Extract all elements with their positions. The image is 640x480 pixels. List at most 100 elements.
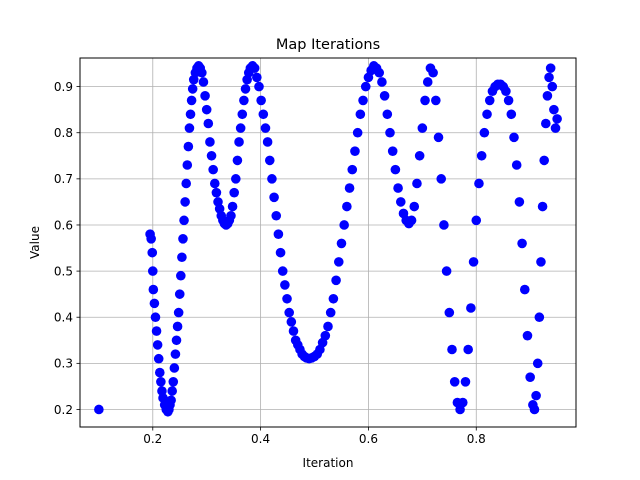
data-point <box>525 372 535 382</box>
data-point <box>471 215 482 226</box>
data-point <box>333 257 344 267</box>
data-point <box>460 376 471 387</box>
data-point <box>172 321 183 332</box>
data-point <box>185 109 196 120</box>
data-point <box>150 312 161 323</box>
data-point <box>169 363 180 373</box>
data-point <box>420 95 430 106</box>
data-point <box>264 155 275 166</box>
data-point <box>503 95 514 106</box>
data-point <box>352 127 363 138</box>
data-point <box>226 210 236 221</box>
data-point <box>288 326 299 336</box>
data-point <box>197 67 207 78</box>
data-point <box>231 174 241 184</box>
data-point <box>184 123 195 133</box>
data-point <box>275 247 286 258</box>
data-point <box>374 67 385 78</box>
data-point <box>519 284 530 295</box>
data-point <box>234 137 244 147</box>
data-point <box>387 146 398 156</box>
data-point <box>385 127 395 138</box>
data-point <box>147 266 158 276</box>
data-point <box>441 266 452 276</box>
data-point <box>258 109 269 120</box>
data-point <box>232 155 243 166</box>
data-point <box>94 404 104 415</box>
y-tick-label: 0.3 <box>54 357 73 371</box>
data-point <box>282 293 292 304</box>
y-axis: 0.2 0.3 0.4 0.5 0.6 0.7 0.8 0.9 <box>54 80 80 417</box>
data-point <box>436 174 447 184</box>
y-tick-label: 0.4 <box>54 311 73 325</box>
data-point <box>377 77 387 87</box>
data-point <box>531 390 541 401</box>
data-point <box>147 247 158 258</box>
data-point <box>350 146 360 156</box>
data-point <box>536 257 546 267</box>
data-point <box>284 307 294 318</box>
data-point <box>170 349 181 359</box>
data-point <box>152 340 163 350</box>
data-point <box>466 303 476 313</box>
x-axis: 0.2 0.4 0.6 0.8 <box>143 427 486 446</box>
data-point <box>167 386 177 396</box>
data-point <box>545 63 556 73</box>
data-point <box>178 234 188 244</box>
data-points <box>94 61 562 417</box>
x-axis-label: Iteration <box>303 456 354 470</box>
data-point <box>457 397 468 408</box>
data-point <box>506 109 517 120</box>
data-point <box>542 91 553 101</box>
data-point <box>463 344 473 355</box>
data-point <box>393 183 403 193</box>
data-point <box>517 238 527 249</box>
y-tick-label: 0.8 <box>54 126 73 140</box>
data-point <box>355 109 366 120</box>
data-point <box>166 395 176 406</box>
data-point <box>146 234 156 244</box>
data-point <box>514 197 525 207</box>
data-point <box>151 326 162 336</box>
x-tick-label: 0.6 <box>359 432 378 446</box>
plot-frame <box>79 57 577 428</box>
data-point <box>183 141 194 152</box>
data-point <box>511 160 522 170</box>
data-point <box>254 81 264 92</box>
y-tick-label: 0.9 <box>54 80 73 94</box>
data-point <box>409 201 420 212</box>
data-point <box>339 220 349 230</box>
data-point <box>262 137 273 147</box>
data-point <box>200 91 210 101</box>
data-point <box>509 132 519 143</box>
data-point <box>550 123 561 133</box>
data-point <box>360 81 371 92</box>
data-point <box>168 376 179 387</box>
data-point <box>347 164 358 175</box>
data-point <box>277 266 288 276</box>
data-point <box>476 150 487 161</box>
data-point <box>414 150 425 161</box>
data-point <box>447 344 457 355</box>
data-point <box>482 109 492 120</box>
data-point <box>237 109 248 120</box>
data-point <box>431 95 441 106</box>
data-point <box>439 220 449 230</box>
data-point <box>428 67 438 78</box>
data-point <box>479 127 490 138</box>
data-point <box>390 164 401 175</box>
data-point <box>474 178 484 189</box>
data-point <box>149 298 160 309</box>
data-point <box>406 215 417 226</box>
data-point <box>323 321 333 332</box>
data-point <box>177 252 187 263</box>
data-point <box>156 376 166 387</box>
data-point <box>203 118 214 129</box>
data-point <box>235 123 246 133</box>
data-point <box>320 330 331 341</box>
grid-lines <box>80 58 576 427</box>
data-point <box>173 307 184 318</box>
data-point <box>148 284 159 295</box>
data-point <box>328 293 339 304</box>
data-point <box>444 307 455 318</box>
